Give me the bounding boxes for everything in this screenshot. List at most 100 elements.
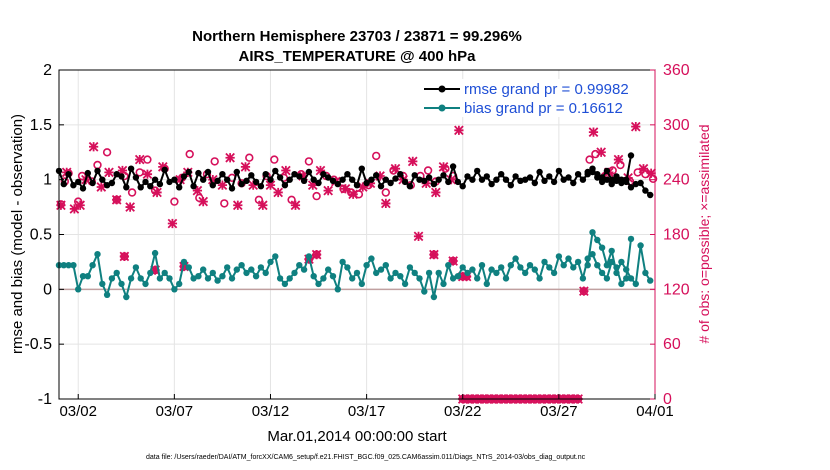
obs-low-assimilated-marker <box>461 271 472 282</box>
obs-assimilated-marker-strokes <box>413 231 424 242</box>
bias-point <box>252 273 260 280</box>
bias-point <box>238 262 245 269</box>
obs-possible-marker <box>185 149 194 159</box>
rmse-point <box>618 179 625 187</box>
rmse-point <box>262 171 269 178</box>
rmse-point <box>286 176 293 183</box>
obs-assimilated-marker <box>152 187 162 198</box>
obs-assimilated-marker-strokes <box>348 189 358 200</box>
y-tick-label-right: 300 <box>663 117 690 134</box>
rmse-point <box>502 176 510 183</box>
bias-point <box>142 280 149 288</box>
bias-point <box>329 273 337 280</box>
y-tick-label: -0.5 <box>24 336 52 353</box>
bias-point <box>531 266 538 273</box>
bias-point <box>498 264 505 271</box>
rmse-point <box>397 171 404 178</box>
bias-point <box>608 247 615 255</box>
obs-assimilated-marker-strokes <box>454 125 464 136</box>
rmse-point <box>536 168 543 176</box>
obs-assimilated-marker <box>357 182 368 192</box>
rmse-point <box>166 178 173 186</box>
obs-assimilated-marker-strokes <box>111 194 122 205</box>
obs-assimilated-marker-strokes <box>192 185 203 196</box>
rmse-point <box>464 173 471 180</box>
rmse-point <box>147 183 154 190</box>
bias-point <box>79 273 87 280</box>
obs-assimilated-marker-strokes <box>265 180 276 190</box>
obs-assimilated-marker-strokes <box>638 163 649 174</box>
obs-possible-marker <box>381 188 390 197</box>
rmse-point <box>224 176 231 183</box>
rmse-point <box>584 168 591 176</box>
rmse-point <box>190 183 197 190</box>
bias-point <box>416 275 423 282</box>
bias-point <box>589 251 596 258</box>
rmse-point <box>353 182 361 189</box>
rmse-point <box>349 176 356 183</box>
rmse-point <box>488 180 495 188</box>
rmse-point <box>382 176 389 183</box>
x-tick-label: 03/12 <box>252 403 290 420</box>
legend-rmse-marker <box>438 85 446 93</box>
obs-assimilated-marker <box>217 180 228 190</box>
bias-point <box>392 269 399 277</box>
x-ticks: 03/02 03/07 03/12 03/17 03/22 03/27 04/01 <box>59 394 674 420</box>
rmse-point <box>411 172 418 179</box>
obs-assimilated-marker <box>390 163 401 174</box>
obs-possible-marker <box>210 157 219 166</box>
obs-low-assimilated-marker <box>311 249 322 260</box>
rmse-point <box>550 178 558 186</box>
obs-assimilated-marker <box>175 174 185 185</box>
bias-point <box>94 251 101 258</box>
bias-point <box>627 275 635 282</box>
obs-low-assimilated-marker-strokes <box>429 249 439 260</box>
bias-point <box>60 262 67 269</box>
obs-assimilated-marker <box>134 154 145 165</box>
rmse-point <box>421 177 428 184</box>
rmse-point <box>469 176 476 183</box>
rmse-point <box>507 182 514 189</box>
rmse-point <box>123 184 130 191</box>
bias-point <box>190 275 197 282</box>
rmse-point <box>574 171 582 178</box>
bias-point <box>233 266 240 273</box>
bias-point <box>618 258 625 266</box>
rmse-point <box>132 174 140 181</box>
obs-assimilated-marker-strokes <box>430 187 441 198</box>
bias-point <box>123 293 130 301</box>
obs-assimilated-marker <box>340 183 351 194</box>
obs-assimilated-marker-strokes <box>96 182 107 192</box>
bias-point <box>589 229 596 236</box>
obs-assimilated-marker <box>307 180 318 190</box>
y-tick-label: 0.5 <box>30 227 52 244</box>
rmse-point <box>272 167 279 175</box>
bias-point <box>161 269 168 277</box>
rmse-point <box>603 176 611 183</box>
bias-point <box>440 280 447 288</box>
y-tick-label: 2 <box>43 62 52 79</box>
bias-point <box>574 258 582 266</box>
y-tick-label: 0 <box>43 281 52 298</box>
obs-low-assimilated-marker <box>119 251 130 262</box>
bias-point <box>397 273 404 280</box>
rmse-point <box>373 172 380 179</box>
bias-point <box>560 262 567 269</box>
rmse-point <box>151 176 159 183</box>
bias-point <box>75 286 82 293</box>
rmse-point <box>608 176 615 183</box>
bias-point <box>464 269 471 277</box>
y-tick-label: 1.5 <box>30 117 52 134</box>
rmse-point <box>406 183 414 190</box>
bias-point <box>584 262 591 269</box>
obs-low-assimilated-marker-strokes <box>311 249 322 260</box>
rmse-point <box>248 172 255 179</box>
bias-point <box>623 266 630 273</box>
bias-point <box>147 269 154 277</box>
obs-assimilated-marker-strokes <box>152 187 162 198</box>
obs-assimilated-marker-strokes <box>175 174 185 185</box>
rmse-point <box>334 180 341 188</box>
rmse-point <box>594 171 601 178</box>
obs-assimilated-marker-strokes <box>167 218 178 229</box>
obs-assimilated-marker <box>198 196 209 207</box>
